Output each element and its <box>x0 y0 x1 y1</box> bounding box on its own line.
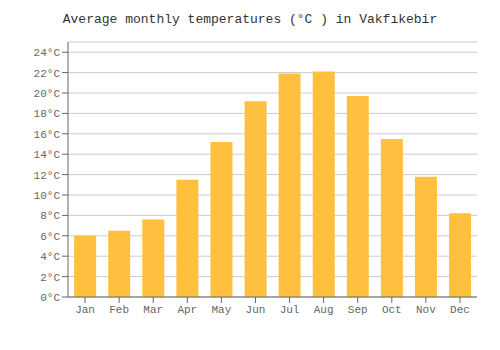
svg-text:10°C: 10°C <box>34 190 61 202</box>
svg-text:Sep: Sep <box>348 304 368 316</box>
svg-text:Mar: Mar <box>143 304 163 316</box>
svg-text:Aug: Aug <box>314 304 334 316</box>
svg-text:Oct: Oct <box>382 304 402 316</box>
svg-text:12°C: 12°C <box>34 170 61 182</box>
svg-text:24°C: 24°C <box>34 47 61 59</box>
svg-text:18°C: 18°C <box>34 108 61 120</box>
svg-text:14°C: 14°C <box>34 149 61 161</box>
svg-text:Apr: Apr <box>177 304 197 316</box>
svg-text:6°C: 6°C <box>40 231 60 243</box>
svg-text:Nov: Nov <box>416 304 436 316</box>
svg-text:0°C: 0°C <box>40 292 60 304</box>
svg-text:Feb: Feb <box>109 304 129 316</box>
svg-text:Jan: Jan <box>75 304 95 316</box>
svg-text:8°C: 8°C <box>40 210 60 222</box>
html-text:Average monthly temperatures (: Average monthly temperatures (°C ) in Va… <box>62 12 438 27</box>
svg-text:22°C: 22°C <box>34 68 61 80</box>
svg-text:4°C: 4°C <box>40 251 60 263</box>
svg-text:Jun: Jun <box>246 304 266 316</box>
svg-text:May: May <box>211 304 231 316</box>
svg-text:2°C: 2°C <box>40 272 60 284</box>
svg-text:Dec: Dec <box>450 304 470 316</box>
svg-text:Jul: Jul <box>280 304 300 316</box>
svg-text:20°C: 20°C <box>34 88 61 100</box>
svg-text:16°C: 16°C <box>34 129 61 141</box>
